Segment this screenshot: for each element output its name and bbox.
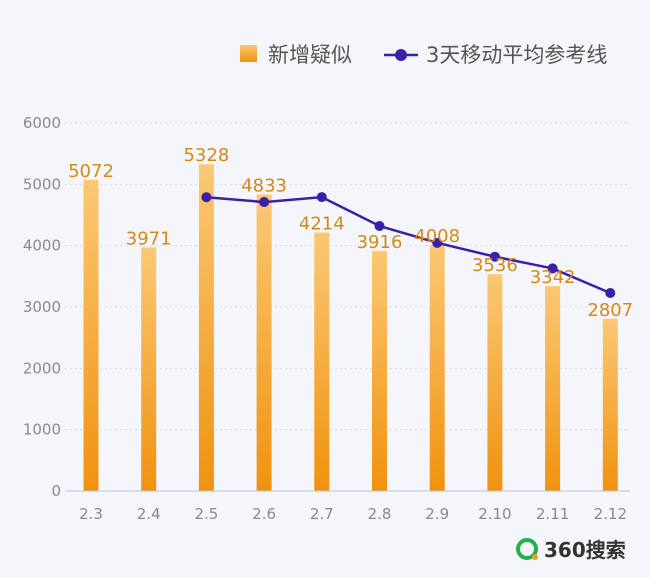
data-label: 4214 (299, 214, 345, 235)
bar (429, 245, 445, 491)
bar (487, 274, 503, 491)
y-tick-label: 3000 (23, 298, 61, 316)
data-label: 4833 (241, 176, 287, 197)
bar (372, 250, 387, 491)
y-tick-label: 0 (51, 482, 61, 500)
legend-line-label: 3天移动平均参考线 (426, 43, 607, 67)
x-tick-label: 2.10 (478, 505, 511, 523)
moving-average-point (374, 220, 385, 231)
bar (141, 247, 157, 491)
data-label: 4008 (414, 226, 460, 247)
y-tick-label: 1000 (23, 421, 61, 439)
legend: 新增疑似 3天移动平均参考线 (240, 43, 607, 67)
moving-average-point (547, 263, 558, 274)
moving-average-point (432, 237, 443, 248)
bar (83, 179, 99, 491)
data-label: 3971 (126, 228, 172, 249)
bar (198, 164, 214, 491)
360-search-logo-icon (516, 538, 538, 560)
moving-average-point (489, 251, 500, 262)
x-tick-label: 2.7 (310, 505, 334, 523)
y-tick-label: 2000 (23, 359, 61, 377)
brand-watermark: 360搜索 (516, 538, 626, 562)
y-tick-label: 4000 (23, 237, 61, 255)
data-label: 2807 (587, 300, 633, 321)
data-label: 3342 (530, 267, 576, 288)
x-tick-label: 2.12 (594, 505, 627, 523)
data-label: 3916 (357, 232, 403, 253)
bar (256, 194, 272, 492)
x-tick-label: 2.8 (368, 505, 392, 523)
x-axis-ticks: 2.3 2.4 2.5 2.6 2.7 2.8 2.9 2.10 2.11 2.12 (79, 505, 627, 523)
data-label: 3536 (472, 255, 518, 276)
bars (83, 164, 618, 492)
y-axis-ticks: 0 1000 2000 3000 4000 5000 6000 (23, 114, 61, 500)
moving-average-point (605, 288, 616, 299)
x-tick-label: 2.5 (194, 505, 218, 523)
bar (602, 318, 618, 491)
legend-line-marker (395, 49, 407, 61)
bar (545, 286, 561, 491)
legend-bar-label: 新增疑似 (268, 43, 352, 67)
moving-average-line (201, 192, 616, 299)
moving-average-point (259, 197, 270, 208)
x-tick-label: 2.11 (536, 505, 569, 523)
moving-average-path (206, 195, 611, 295)
data-labels: 5072 3971 5328 4833 4214 3916 4008 3536 3342 2807 (68, 145, 633, 321)
gridlines (65, 122, 630, 431)
x-tick-label: 2.6 (252, 505, 276, 523)
y-tick-label: 6000 (23, 114, 61, 132)
data-label: 5072 (68, 161, 114, 182)
x-tick-label: 2.3 (79, 505, 103, 523)
x-tick-label: 2.4 (137, 505, 161, 523)
moving-average-point (316, 192, 327, 203)
y-tick-label: 5000 (23, 175, 61, 193)
data-label: 5328 (183, 145, 229, 166)
legend-bar-swatch (240, 45, 257, 62)
bar (314, 232, 330, 492)
x-tick-label: 2.9 (425, 505, 449, 523)
brand-name: 360搜索 (544, 538, 626, 562)
moving-average-point (201, 192, 212, 203)
